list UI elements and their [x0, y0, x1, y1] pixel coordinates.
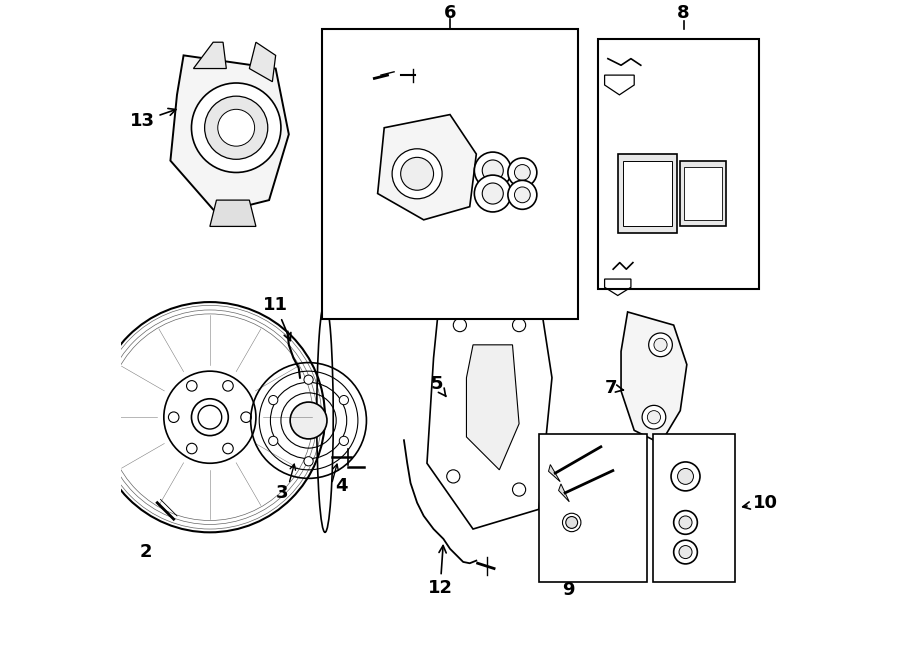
Circle shape — [392, 149, 442, 199]
Circle shape — [400, 158, 434, 190]
Text: 8: 8 — [677, 3, 690, 22]
Circle shape — [474, 152, 511, 189]
Text: 1: 1 — [0, 661, 1, 662]
Circle shape — [482, 183, 503, 204]
Text: 7: 7 — [605, 379, 624, 397]
Polygon shape — [378, 115, 476, 220]
Circle shape — [508, 180, 536, 209]
Bar — [617, 154, 677, 233]
Circle shape — [192, 83, 281, 173]
Circle shape — [515, 187, 530, 203]
Circle shape — [198, 405, 221, 429]
Circle shape — [304, 457, 313, 466]
Circle shape — [290, 402, 327, 439]
Text: 4: 4 — [335, 477, 347, 495]
Text: 6: 6 — [444, 3, 456, 22]
Circle shape — [679, 516, 692, 529]
Circle shape — [508, 158, 536, 187]
Bar — [680, 161, 726, 226]
Text: 13: 13 — [130, 109, 176, 130]
Circle shape — [679, 545, 692, 559]
Bar — [321, 29, 579, 318]
Circle shape — [474, 175, 511, 212]
Polygon shape — [548, 465, 560, 482]
Text: 2: 2 — [140, 543, 152, 561]
Circle shape — [186, 381, 197, 391]
Polygon shape — [559, 484, 570, 502]
Circle shape — [446, 470, 460, 483]
Text: 5: 5 — [430, 375, 446, 397]
Circle shape — [642, 405, 666, 429]
Circle shape — [218, 109, 255, 146]
Circle shape — [566, 516, 578, 528]
Circle shape — [204, 96, 268, 160]
Circle shape — [671, 462, 700, 491]
Circle shape — [649, 333, 672, 357]
Polygon shape — [194, 42, 226, 69]
Bar — [598, 39, 760, 289]
Text: 11: 11 — [263, 297, 291, 340]
Circle shape — [168, 412, 179, 422]
Circle shape — [222, 381, 233, 391]
Circle shape — [222, 444, 233, 453]
Circle shape — [192, 399, 229, 436]
Circle shape — [268, 395, 278, 404]
Circle shape — [674, 540, 698, 564]
Circle shape — [674, 510, 698, 534]
Text: 10: 10 — [742, 494, 778, 512]
Circle shape — [241, 412, 251, 422]
Bar — [684, 167, 723, 220]
Polygon shape — [249, 42, 275, 81]
Text: 9: 9 — [562, 581, 575, 598]
Circle shape — [186, 444, 197, 453]
Circle shape — [512, 483, 526, 496]
Polygon shape — [427, 292, 552, 529]
Bar — [539, 434, 647, 582]
Bar — [623, 161, 671, 226]
Text: 12: 12 — [428, 545, 453, 597]
Circle shape — [339, 436, 348, 446]
Polygon shape — [170, 56, 289, 213]
Bar — [652, 434, 735, 582]
Circle shape — [654, 338, 667, 352]
Polygon shape — [466, 345, 519, 470]
Circle shape — [647, 410, 661, 424]
Circle shape — [304, 375, 313, 385]
Circle shape — [454, 318, 466, 332]
Circle shape — [482, 160, 503, 181]
Circle shape — [515, 165, 530, 180]
Polygon shape — [621, 312, 687, 444]
Circle shape — [268, 436, 278, 446]
Circle shape — [678, 469, 694, 485]
Polygon shape — [210, 200, 256, 226]
Text: 3: 3 — [276, 484, 289, 502]
Circle shape — [339, 395, 348, 404]
Circle shape — [512, 318, 526, 332]
